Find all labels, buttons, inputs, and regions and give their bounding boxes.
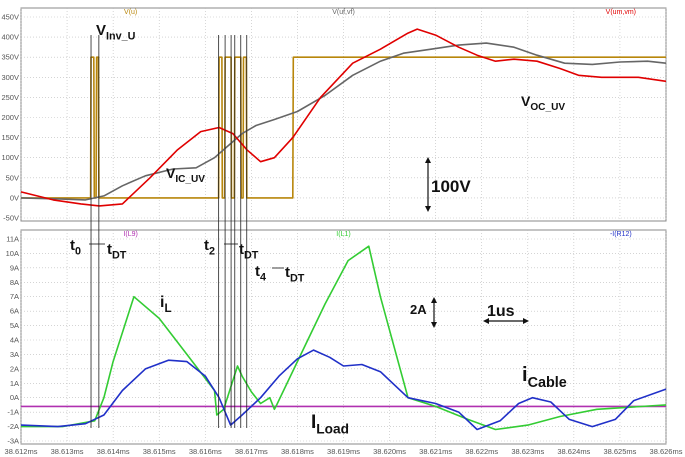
current-y-tick-label: 10A — [6, 249, 19, 258]
trace-name-header: I(L1) — [336, 231, 350, 238]
current-trace-1 — [21, 245, 667, 431]
annotation-tdt-2: tDT — [239, 241, 259, 262]
annotation-tdt-3: tDT — [285, 264, 305, 285]
current-y-tick-label: 2A — [10, 364, 19, 373]
scale-bar-2a-arrow-up — [431, 297, 437, 303]
current-y-tick-label: 7A — [10, 292, 19, 301]
x-tick-label: 38.625ms — [603, 447, 636, 456]
scale-bar-2a-arrow-down — [431, 322, 437, 328]
current-y-tick-label: 8A — [10, 278, 19, 287]
voltage-y-tick-label: 300V — [1, 73, 19, 82]
voltage-y-tick-label: -50V — [3, 214, 19, 223]
x-tick-label: 38.613ms — [51, 447, 84, 456]
current-y-tick-label: 5A — [10, 321, 19, 330]
current-y-tick-label: 9A — [10, 263, 19, 272]
x-tick-label: 38.619ms — [327, 447, 360, 456]
current-y-tick-label: -1A — [7, 408, 19, 417]
annotation-t0: t0 — [70, 237, 81, 258]
current-y-tick-label: 11A — [6, 235, 19, 244]
current-y-tick-label: 4A — [10, 336, 19, 345]
annotation-v-oc-uv: VOC_UV — [521, 93, 565, 113]
current-y-tick-label: 3A — [10, 350, 19, 359]
scale-bar-arrow-up — [425, 157, 431, 163]
current-y-tick-label: -2A — [7, 422, 19, 431]
x-tick-label: 38.626ms — [650, 447, 683, 456]
voltage-trace-1 — [20, 42, 667, 201]
voltage-y-tick-label: 350V — [1, 53, 19, 62]
voltage-y-tick-label: 450V — [1, 13, 19, 22]
annotation-2a-scale: 2A — [410, 302, 427, 317]
x-tick-label: 38.615ms — [143, 447, 176, 456]
annotation-i-l: iL — [160, 294, 172, 315]
voltage-y-tick-label: 250V — [1, 93, 19, 102]
annotation-100v-scale: 100V — [431, 177, 471, 196]
annotation-v-ic-uv: VIC_UV — [166, 165, 205, 185]
voltage-y-tick-label: 200V — [1, 113, 19, 122]
x-tick-label: 38.624ms — [557, 447, 590, 456]
time-markers — [90, 35, 248, 428]
annotation-1us-scale: 1us — [487, 303, 515, 320]
x-tick-label: 38.622ms — [465, 447, 498, 456]
trace-name-header: V(um,vm) — [606, 9, 636, 16]
current-y-tick-label: -3A — [7, 437, 19, 446]
x-tick-label: 38.620ms — [373, 447, 406, 456]
x-tick-label: 38.621ms — [419, 447, 452, 456]
trace-name-header: V(uf,vf) — [332, 9, 355, 16]
x-tick-label: 38.614ms — [97, 447, 130, 456]
scale-bar-1us-arrow-right — [523, 318, 529, 324]
scale-bar-arrow-down — [425, 206, 431, 212]
x-tick-label: 38.612ms — [5, 447, 38, 456]
voltage-y-tick-label: 0V — [10, 193, 19, 202]
annotation-t2: t2 — [204, 237, 215, 258]
voltage-pane: -50V 0V 50V 100V 150V 200V 250V 300V 350V 400V 450… — [1, 7, 667, 223]
x-tick-label: 38.623ms — [511, 447, 544, 456]
x-tick-label: 38.618ms — [281, 447, 314, 456]
x-tick-label: 38.616ms — [189, 447, 222, 456]
current-y-tick-label: 1A — [10, 379, 19, 388]
trace-name-header: V(u) — [124, 9, 137, 16]
voltage-y-tick-label: 400V — [1, 33, 19, 42]
annotation-i-cable: iCable — [522, 364, 567, 391]
scale-bar-1us-arrow-left — [483, 318, 489, 324]
x-tick-label: 38.617ms — [235, 447, 268, 456]
current-y-tick-label: 0A — [10, 393, 19, 402]
annotation-tdt-1: tDT — [107, 241, 127, 262]
current-trace-2 — [20, 349, 667, 431]
current-pane: -3A -2A -1A 0A 1A 2A 3A 4A 5A 6A 7A 8A 9A 10A 11A I(L9)… — [5, 229, 683, 456]
annotation-v-inv-u: VInv_U — [96, 22, 136, 43]
voltage-trace-2 — [20, 28, 667, 207]
annotation-i-load: ILoad — [311, 412, 349, 437]
voltage-y-tick-label: 50V — [6, 173, 19, 182]
trace-name-header: -I(R12) — [610, 231, 632, 238]
voltage-y-tick-label: 100V — [1, 153, 19, 162]
trace-name-header: I(L9) — [123, 231, 137, 238]
current-y-tick-label: 6A — [10, 307, 19, 316]
annotation-t4: t4 — [255, 263, 266, 284]
voltage-y-tick-label: 150V — [1, 133, 19, 142]
